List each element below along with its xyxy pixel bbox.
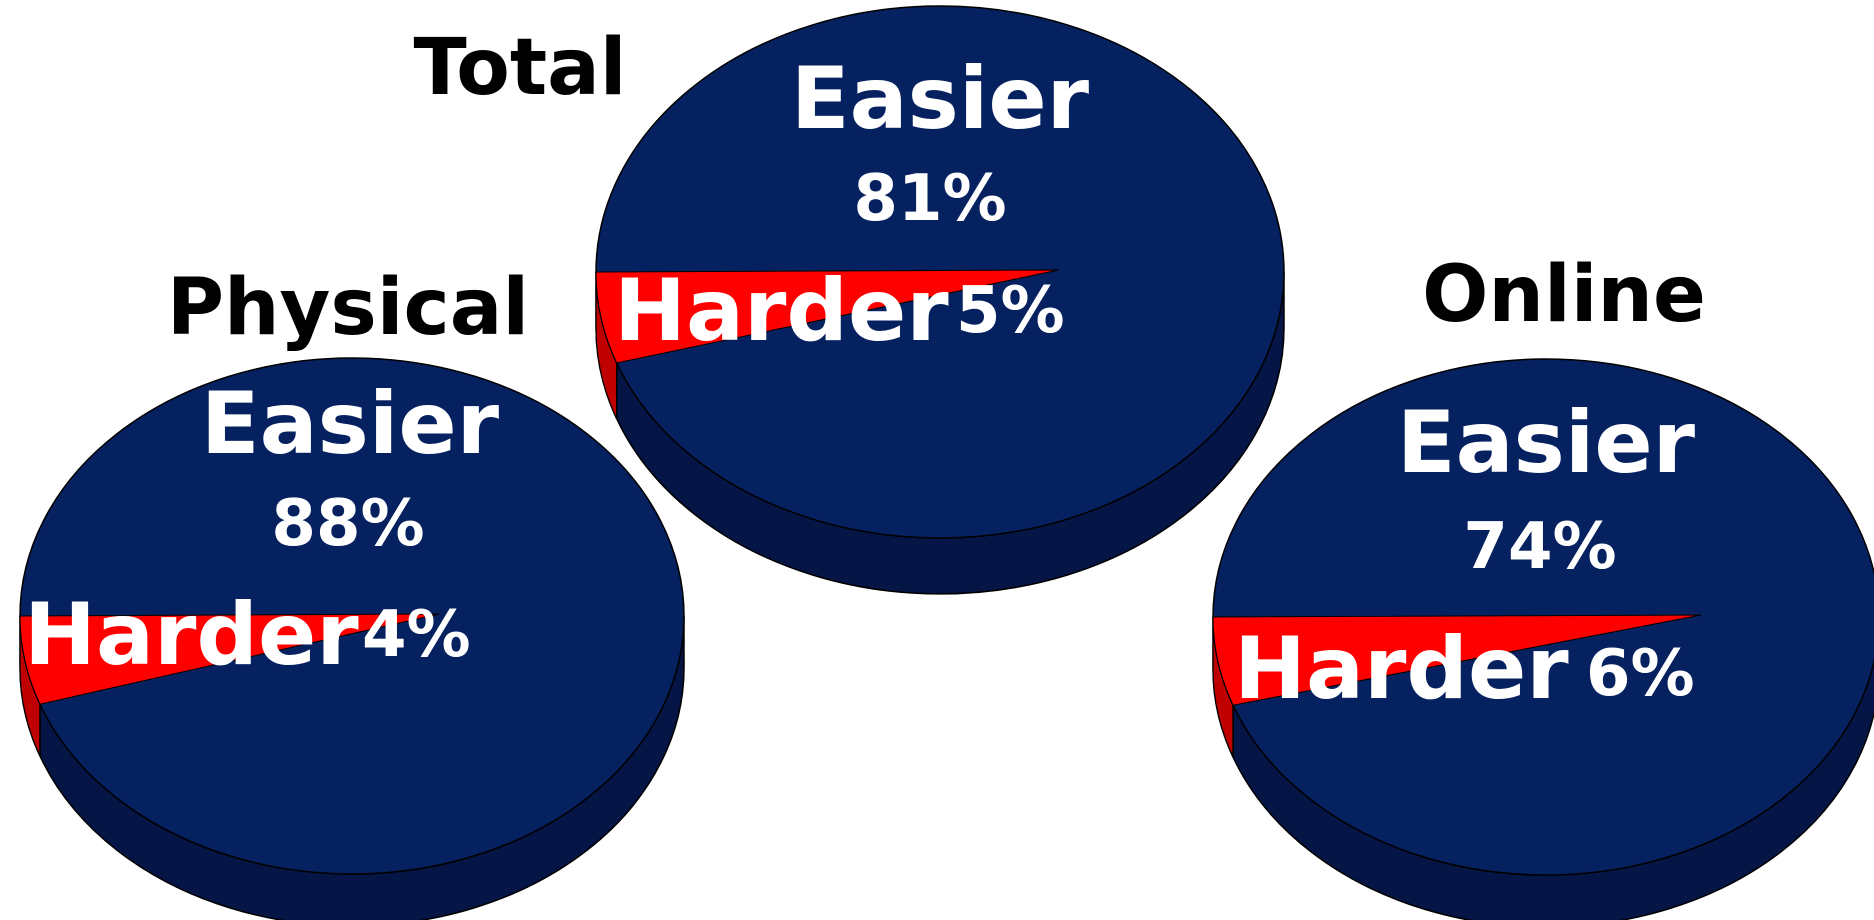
slice-label-easier-total: Easier — [791, 49, 1090, 149]
pie-chart-total: Total Easier 81% Harder 5% — [413, 5, 1285, 595]
slice-harder-physical — [19, 613, 440, 705]
slice-label-easier-online: Easier — [1397, 393, 1696, 493]
slice-value-harder-total: 5% — [956, 274, 1065, 348]
slice-label-easier-physical: Easier — [201, 374, 500, 474]
slice-label-harder-total: Harder — [614, 261, 949, 361]
slice-value-harder-online: 6% — [1586, 637, 1695, 711]
slice-label-harder-physical: Harder — [24, 585, 359, 685]
slice-harder-total — [595, 269, 1059, 364]
slice-value-easier-physical: 88% — [271, 487, 424, 561]
pie-total-slices — [595, 5, 1285, 595]
chart-title-physical: Physical — [167, 263, 529, 353]
slice-label-harder-online: Harder — [1234, 619, 1569, 719]
pie-online-slices — [1212, 358, 1874, 920]
pie-chart-physical: Physical Easier 88% Harder 4% — [19, 263, 685, 920]
chart-title-total: Total — [413, 23, 626, 113]
chart-title-online: Online — [1422, 250, 1706, 340]
slice-harder-online — [1212, 614, 1702, 706]
slice-value-harder-physical: 4% — [362, 598, 471, 672]
slice-value-easier-online: 74% — [1463, 510, 1616, 584]
slice-value-easier-total: 81% — [853, 162, 1006, 236]
pie-physical-slices — [19, 357, 685, 920]
pie-chart-online: Online Easier 74% Harder 6% — [1212, 250, 1874, 920]
